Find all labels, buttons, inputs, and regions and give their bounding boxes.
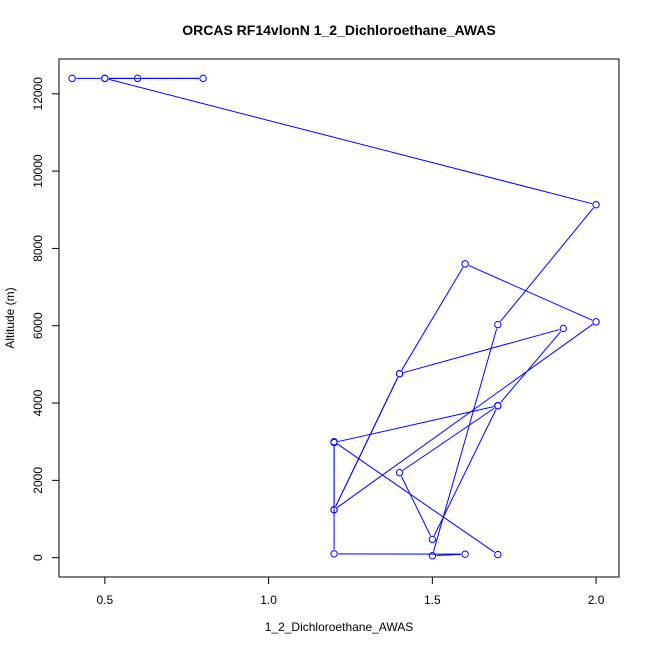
data-point: [330, 438, 338, 446]
x-axis-label: 1_2_Dichloroethane_AWAS: [265, 620, 414, 634]
data-point: [494, 402, 502, 410]
data-point: [494, 320, 502, 329]
series-segment: [335, 377, 399, 507]
data-point: [101, 74, 109, 83]
series-segment: [401, 267, 464, 371]
series-segment: [400, 476, 431, 536]
y-axis-label: Altitude (m): [3, 287, 17, 348]
data-point: [592, 201, 600, 209]
data-point: [68, 74, 76, 83]
data-point: [428, 535, 437, 544]
series-segment: [433, 409, 497, 536]
y-axis: 0 2000 4000 6000 8000 10000 12000: [31, 77, 60, 561]
y-tick-label: 6000: [31, 312, 45, 339]
data-point: [133, 74, 142, 83]
data-point: [330, 506, 338, 514]
data-point: [395, 369, 404, 378]
y-tick-label: 4000: [31, 389, 45, 416]
y-tick-label: 12000: [31, 77, 45, 111]
chart-title: ORCAS RF14vlonN 1_2_Dichloroethane_AWAS: [182, 22, 496, 38]
data-point: [428, 552, 437, 560]
data-point: [330, 550, 338, 558]
data-point: [559, 324, 568, 333]
data-point: [461, 260, 469, 268]
series-segment: [337, 443, 495, 553]
series-segment: [500, 331, 561, 403]
x-tick-label: 0.5: [97, 593, 114, 607]
x-tick-label: 1.0: [260, 593, 277, 607]
series-layer: [68, 74, 600, 560]
series-segment: [338, 406, 494, 443]
y-tick-label: 2000: [31, 467, 45, 494]
series-segment: [402, 407, 495, 471]
y-tick-label: 8000: [31, 235, 45, 262]
data-point: [461, 550, 469, 558]
y-tick-label: 10000: [31, 154, 45, 188]
series-segment: [108, 78, 593, 205]
data-point: [494, 550, 502, 559]
x-tick-label: 1.5: [424, 593, 441, 607]
x-axis: 0.5 1.0 1.5 2.0: [97, 576, 605, 607]
data-point: [199, 74, 207, 83]
series-segment: [403, 329, 560, 374]
data-point: [592, 318, 600, 326]
series-segment: [337, 323, 593, 508]
x-tick-label: 2.0: [588, 593, 605, 607]
series-segment: [500, 207, 594, 322]
series-segment: [468, 265, 593, 321]
y-tick-label: 0: [31, 554, 45, 561]
data-point: [395, 468, 404, 477]
